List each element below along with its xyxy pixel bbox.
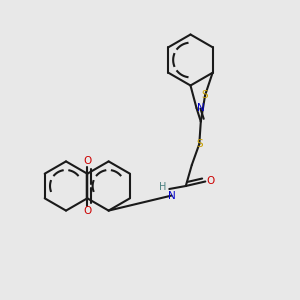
Text: O: O [83,156,92,166]
Text: O: O [206,176,214,187]
Text: N: N [167,190,175,201]
Text: O: O [83,206,92,216]
Text: S: S [202,90,208,100]
Text: N: N [197,103,205,113]
Text: H: H [159,182,166,193]
Text: S: S [196,139,202,149]
